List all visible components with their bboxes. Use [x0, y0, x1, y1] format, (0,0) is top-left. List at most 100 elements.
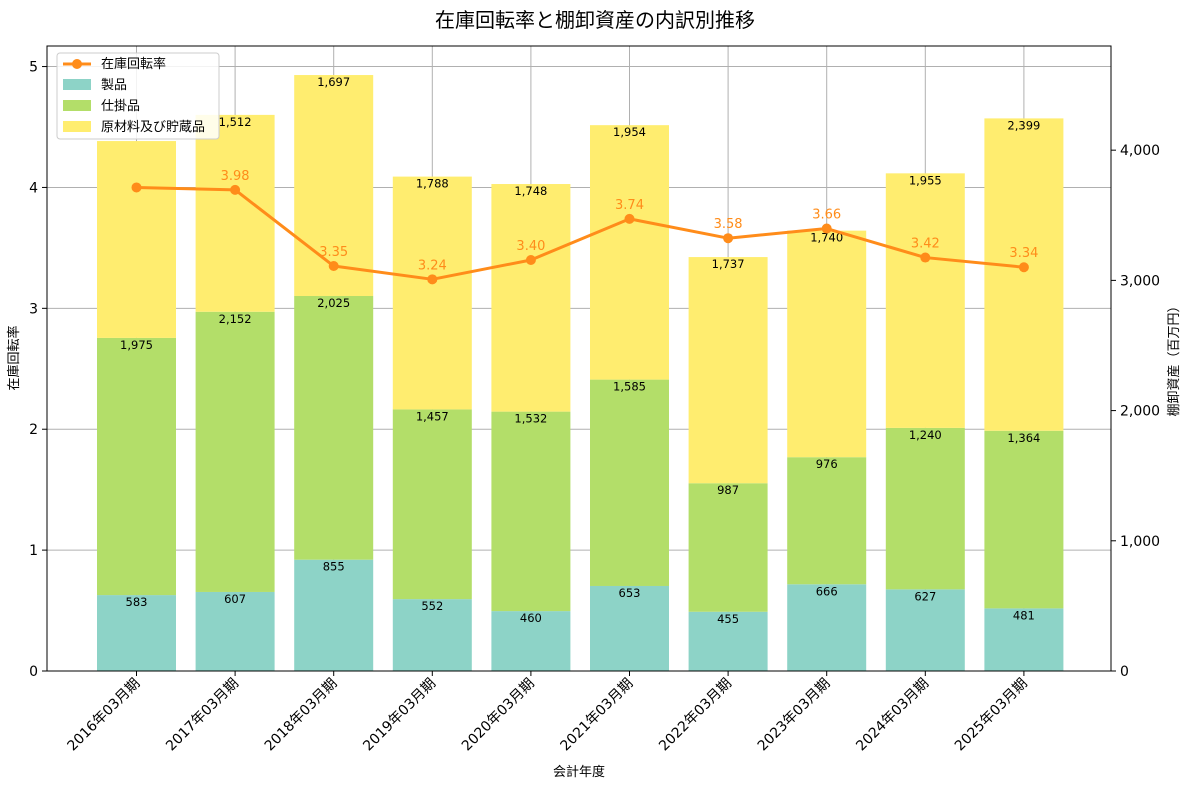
bar-value-label: 2,152 — [219, 312, 252, 326]
bar-value-label: 1,697 — [317, 75, 350, 89]
bar-value-label: 1,585 — [613, 380, 646, 394]
bar-segment — [984, 608, 1064, 671]
turnover-point — [131, 182, 142, 193]
x-tick-label: 2016年03月期 — [65, 676, 144, 755]
bar-segment — [787, 584, 867, 671]
bar-value-label: 627 — [914, 589, 936, 603]
bar-value-label: 987 — [717, 483, 739, 497]
bar-value-label: 1,737 — [712, 257, 745, 271]
x-tick-label: 2023年03月期 — [755, 676, 834, 755]
bar-segment — [491, 411, 571, 612]
x-tick-label: 2022年03月期 — [656, 676, 735, 755]
bar-segment — [787, 230, 867, 458]
x-tick-label: 2019年03月期 — [360, 676, 439, 755]
x-axis-title: 会計年度 — [553, 764, 605, 780]
legend-box — [56, 52, 220, 140]
turnover-point — [230, 184, 241, 195]
legend-label: 仕掛品 — [101, 99, 140, 114]
legend-label: 在庫回転率 — [101, 56, 166, 72]
bar-value-label: 583 — [126, 595, 148, 609]
turnover-point — [525, 254, 536, 265]
bar-segment — [195, 591, 275, 671]
bar-value-label: 1,955 — [909, 173, 942, 187]
turnover-value-label: 3.42 — [911, 237, 940, 252]
bar-value-label: 481 — [1013, 608, 1035, 622]
bar-value-label: 552 — [421, 599, 443, 613]
bar-segment — [590, 379, 669, 586]
bar-segment — [294, 75, 374, 296]
turnover-point — [821, 223, 832, 234]
bar-segment — [392, 409, 472, 600]
x-tick-label: 2025年03月期 — [952, 676, 1031, 755]
y-right-tick-label: 1,000 — [1120, 534, 1160, 550]
bar-segment — [195, 114, 275, 312]
turnover-value-label: 3.40 — [516, 239, 545, 254]
bar-value-label: 1,740 — [810, 231, 843, 245]
y-left-tick-label: 1 — [29, 543, 38, 559]
turnover-point — [1018, 262, 1029, 273]
legend-swatch — [63, 79, 91, 90]
y-axis-right-title: 棚卸資産（百万円） — [1166, 299, 1182, 416]
bar-labels: 583 607 855 552 460 653 455 666 627 481 1,975 2,152… — [120, 75, 1040, 626]
y-axis-left-title: 在庫回転率 — [6, 325, 22, 390]
bars — [97, 75, 1064, 671]
bar-segment — [97, 595, 176, 671]
bar-segment — [688, 611, 768, 671]
bar-segment — [97, 337, 176, 596]
x-tick-label: 2021年03月期 — [558, 676, 637, 755]
y-right-tick-label: 2,000 — [1120, 404, 1160, 420]
bar-value-label: 1,532 — [514, 412, 547, 426]
bar-segment — [688, 483, 768, 612]
bar-value-label: 1,364 — [1007, 431, 1040, 445]
x-tick-label: 2018年03月期 — [262, 676, 341, 755]
y-left-tick-label: 5 — [29, 60, 38, 76]
turnover-value-label: 3.35 — [319, 245, 348, 260]
bar-segment — [392, 176, 472, 410]
bar-value-label: 1,748 — [514, 184, 547, 198]
turnover-value-label: 3.24 — [418, 258, 447, 273]
legend-line-marker — [72, 59, 82, 69]
y-left-tick-label: 2 — [29, 422, 38, 438]
bar-segment — [195, 311, 275, 592]
bar-segment — [688, 257, 768, 484]
turnover-point — [624, 213, 635, 224]
bar-value-label: 976 — [816, 457, 838, 471]
turnover-line-path — [136, 185, 1025, 281]
turnover-value-label: 3.74 — [615, 198, 644, 213]
y-left-tick-label: 4 — [29, 180, 38, 196]
legend-swatch — [63, 100, 91, 111]
bar-value-label: 1,788 — [416, 177, 449, 191]
y-left-tick-label: 3 — [29, 301, 38, 317]
bar-value-label: 1,954 — [613, 125, 646, 139]
plot-frame — [46, 45, 1112, 672]
y-right-tick-label: 3,000 — [1120, 273, 1160, 289]
bar-segment — [885, 173, 965, 428]
turnover-value-label: 3.58 — [714, 217, 743, 232]
y-right-tick-label: 4,000 — [1120, 143, 1160, 159]
bar-segment — [294, 559, 374, 671]
bar-value-label: 1,975 — [120, 338, 153, 352]
bar-value-label: 666 — [816, 584, 838, 598]
bar-segment — [590, 125, 669, 380]
bar-segment — [294, 296, 374, 560]
bar-segment — [984, 430, 1064, 609]
bar-value-label: 607 — [224, 592, 246, 606]
bar-segment — [590, 585, 669, 671]
legend-label: 原材料及び貯蔵品 — [101, 120, 205, 135]
bar-segment — [97, 141, 176, 338]
bar-segment — [885, 427, 965, 590]
bar-value-label: 455 — [717, 612, 739, 626]
turnover-value-label: 3.98 — [221, 169, 250, 184]
turnover-point — [328, 261, 339, 272]
bar-value-label: 1,457 — [416, 409, 449, 423]
bar-segment — [491, 184, 571, 412]
bar-segment — [885, 589, 965, 671]
turnover-line: 3.98 3.35 3.24 3.40 3.74 3.58 3.66 3.42 3.34 — [131, 169, 1038, 285]
bar-segment — [984, 118, 1064, 431]
chart-title: 在庫回転率と棚卸資産の内訳別推移 — [435, 8, 755, 32]
bar-value-label: 460 — [520, 611, 542, 625]
turnover-value-label: 3.34 — [1009, 246, 1038, 261]
legend-swatch — [63, 121, 91, 132]
